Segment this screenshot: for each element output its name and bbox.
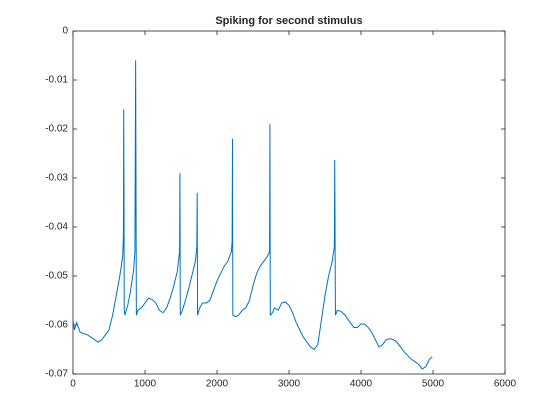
y-tick-label: -0.04 — [45, 222, 68, 233]
x-tick-label: 2000 — [206, 379, 229, 390]
x-tick-label: 6000 — [494, 379, 517, 390]
x-tick-label: 0 — [70, 379, 76, 390]
y-tick-label: -0.07 — [45, 369, 68, 380]
x-tick-label: 1000 — [134, 379, 157, 390]
y-tick-label: 0 — [62, 26, 68, 37]
y-tick-label: -0.05 — [45, 271, 68, 282]
chart-title: Spiking for second stimulus — [215, 15, 362, 27]
x-tick-label: 5000 — [422, 379, 445, 390]
y-tick-label: -0.01 — [45, 75, 68, 86]
y-tick-label: -0.06 — [45, 320, 68, 331]
x-tick-label: 3000 — [278, 379, 301, 390]
data-line — [72, 60, 433, 370]
y-tick-label: -0.02 — [45, 124, 68, 135]
y-tick-label: -0.03 — [45, 173, 68, 184]
x-tick-label: 4000 — [350, 379, 373, 390]
